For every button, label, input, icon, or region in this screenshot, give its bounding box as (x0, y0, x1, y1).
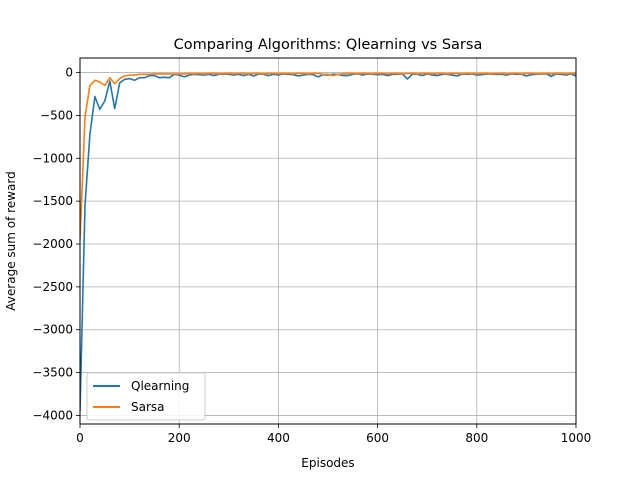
y-tick-label: 0 (65, 66, 73, 80)
x-tick-label: 0 (76, 431, 84, 445)
series-layer (80, 72, 576, 412)
x-tick-label: 1000 (561, 431, 592, 445)
legend-label-qlearning: Qlearning (131, 379, 189, 393)
x-tick-label: 600 (366, 431, 389, 445)
axis-ticks: 0 200 400 600 800 1000 0 −500 −1000 −1500 −2000 −25… (32, 66, 591, 445)
grid-lines (79, 58, 577, 424)
x-tick-label: 800 (465, 431, 488, 445)
y-axis-label: Average sum of reward (4, 171, 18, 310)
chart-title: Comparing Algorithms: Qlearning vs Sarsa (174, 37, 483, 53)
y-tick-label: −3500 (32, 366, 73, 380)
x-axis-label: Episodes (301, 456, 354, 470)
y-tick-label: −500 (40, 108, 73, 122)
x-tick-label: 400 (267, 431, 290, 445)
legend-label-sarsa: Sarsa (131, 400, 165, 414)
y-tick-label: −4000 (32, 408, 73, 422)
x-tick-label: 200 (168, 431, 191, 445)
y-tick-label: −1500 (32, 194, 73, 208)
series-line-sarsa (80, 72, 576, 240)
y-tick-label: −2000 (32, 237, 73, 251)
y-tick-label: −2500 (32, 280, 73, 294)
legend-box (86, 372, 206, 421)
plot-frame (79, 57, 577, 425)
y-tick-label: −3000 (32, 323, 73, 337)
y-tick-label: −1000 (32, 151, 73, 165)
legend: Qlearning Sarsa (86, 372, 206, 421)
